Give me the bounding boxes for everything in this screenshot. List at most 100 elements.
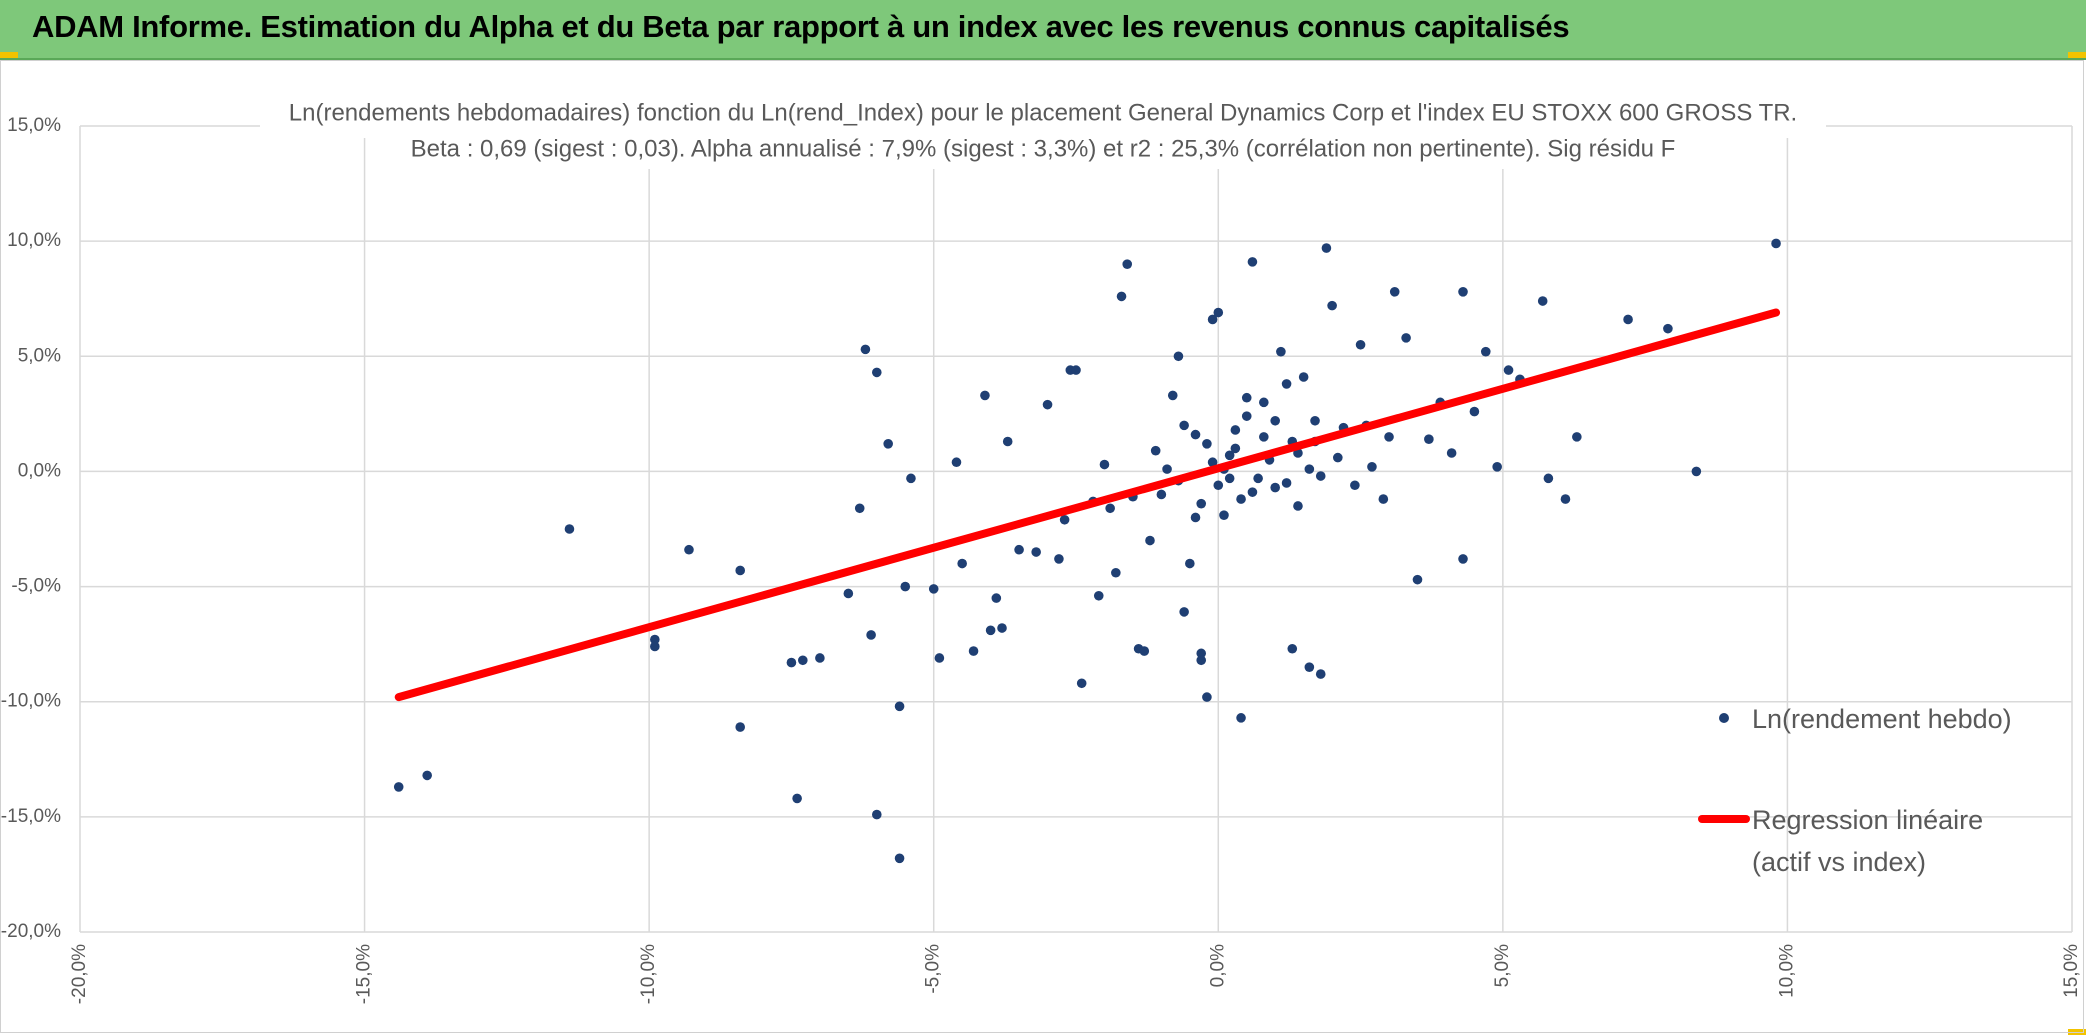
scatter-point xyxy=(1287,643,1298,654)
scatter-point xyxy=(1446,448,1457,458)
scatter-point xyxy=(1247,487,1258,497)
y-tick-label: 5,0% xyxy=(18,345,61,366)
scatter-point xyxy=(422,770,432,781)
scatter-point xyxy=(1116,291,1127,302)
legend-scatter-label: Ln(rendement hebdo) xyxy=(1752,704,2012,734)
scatter-point xyxy=(1202,692,1212,702)
scatter-point xyxy=(1378,494,1389,504)
scatter-point xyxy=(1253,473,1263,484)
x-axis-tick-labels: -20,0% -15,0% -10,0% -5,0% 0,0% 5,0% 10,0% 15,0… xyxy=(69,944,2082,1004)
x-tick-label: -15,0% xyxy=(354,944,375,1004)
x-tick-label: -10,0% xyxy=(638,944,659,1004)
scatter-point xyxy=(1304,464,1315,474)
scatter-point xyxy=(866,630,876,640)
scatter-point xyxy=(1139,646,1150,656)
scatter-point xyxy=(1179,420,1189,431)
scatter-point xyxy=(786,657,797,668)
y-tick-label: -20,0% xyxy=(1,921,61,942)
scatter-point xyxy=(1315,471,1326,481)
scatter-point xyxy=(1076,678,1087,689)
scatter-point xyxy=(872,809,882,820)
scatter-point xyxy=(1384,432,1394,442)
legend-line-label-2: (actif vs index) xyxy=(1752,847,1926,877)
scatter-point xyxy=(1458,287,1468,297)
y-tick-label: 15,0% xyxy=(7,115,61,136)
scatter-point xyxy=(1213,307,1224,318)
title-background-2 xyxy=(374,129,1702,169)
scatter-point xyxy=(1156,489,1167,500)
scatter-point xyxy=(650,641,660,652)
scatter-point xyxy=(1059,514,1070,525)
scatter-point xyxy=(985,625,996,636)
scatter-point xyxy=(1469,406,1480,417)
scatter-point xyxy=(1111,567,1121,578)
scatter-point xyxy=(1401,333,1411,343)
corner-marker-top-right xyxy=(2068,52,2086,58)
scatter-point xyxy=(997,623,1007,633)
scatter-point xyxy=(1355,339,1366,350)
scatter-point xyxy=(792,793,802,804)
scatter-point xyxy=(894,853,905,864)
scatter-point xyxy=(1002,436,1013,447)
scatter-point xyxy=(1293,501,1303,511)
x-tick-label: -20,0% xyxy=(69,944,90,1004)
scatter-point xyxy=(980,390,990,401)
scatter-point xyxy=(735,722,746,732)
scatter-points xyxy=(393,238,1781,864)
scatter-point xyxy=(860,344,871,355)
scatter-point xyxy=(650,634,660,645)
scatter-point xyxy=(928,584,939,594)
x-tick-label: -5,0% xyxy=(923,944,944,994)
x-tick-label: 15,0% xyxy=(2061,944,2082,998)
scatter-point xyxy=(1350,480,1360,491)
scatter-point xyxy=(951,457,962,468)
scatter-point xyxy=(1145,535,1155,546)
report-title: ADAM Informe. Estimation du Alpha et du … xyxy=(32,9,1570,44)
scatter-point xyxy=(1054,554,1064,564)
scatter-point xyxy=(798,655,808,666)
scatter-point xyxy=(854,503,865,514)
scatter-point xyxy=(1333,452,1343,463)
scatter-point xyxy=(1412,574,1423,585)
scatter-point xyxy=(1224,473,1235,484)
scatter-point xyxy=(1196,498,1207,509)
scatter-point xyxy=(906,473,916,484)
regression-line-layer xyxy=(394,308,1781,702)
scatter-point xyxy=(872,367,882,378)
y-tick-label: 10,0% xyxy=(7,230,61,251)
scatter-point xyxy=(1167,390,1178,401)
scatter-point xyxy=(393,782,404,792)
scatter-point xyxy=(957,558,967,569)
scatter-point xyxy=(1389,287,1400,297)
scatter-point xyxy=(1093,590,1104,601)
scatter-point xyxy=(564,524,575,534)
scatter-point xyxy=(1202,438,1212,449)
y-tick-label: -15,0% xyxy=(1,806,61,827)
chart-title-line-1: Ln(rendements hebdomadaires) fonction du… xyxy=(289,99,1797,126)
chart-title-line-2: Beta : 0,69 (sigest : 0,03). Alpha annua… xyxy=(411,135,1676,162)
x-tick-label: 10,0% xyxy=(1776,944,1797,998)
scatter-point xyxy=(1190,512,1201,523)
scatter-point xyxy=(843,588,854,599)
scatter-point xyxy=(1031,547,1041,557)
scatter-point xyxy=(1691,466,1702,477)
scatter-point xyxy=(1259,432,1269,442)
x-tick-label: 5,0% xyxy=(1492,944,1513,987)
report-banner: ADAM Informe. Estimation du Alpha et du … xyxy=(0,0,2086,60)
scatter-point xyxy=(1185,558,1195,569)
scatter-point xyxy=(1367,462,1377,472)
scatter-point xyxy=(894,701,905,712)
scatter-point xyxy=(1207,314,1218,325)
scatter-point xyxy=(1270,415,1280,426)
scatter-point xyxy=(1230,425,1241,435)
scatter-point xyxy=(1247,257,1258,267)
legend: Ln(rendement hebdo) Regression linéaire … xyxy=(1698,704,2012,877)
scatter-point xyxy=(1219,510,1229,520)
scatter-point xyxy=(1014,544,1024,555)
scatter-point xyxy=(1190,429,1201,440)
gridlines xyxy=(79,125,2073,933)
scatter-point xyxy=(1241,392,1252,403)
scatter-point xyxy=(1276,346,1286,357)
scatter-point xyxy=(684,544,694,555)
